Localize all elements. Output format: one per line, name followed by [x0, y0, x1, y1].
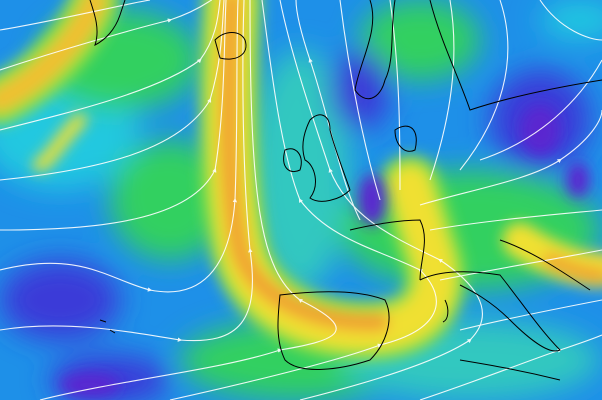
coastlines — [89, 0, 602, 381]
